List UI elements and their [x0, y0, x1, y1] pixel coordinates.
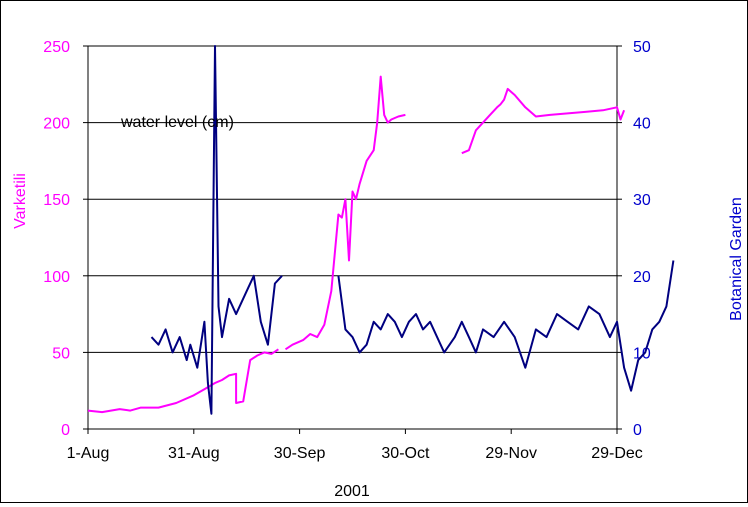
- chart-annotation: water level (cm): [120, 114, 234, 131]
- x-tick-label: 30-Oct: [381, 445, 430, 462]
- right-axis-label: Botanical Garden: [728, 197, 745, 321]
- right-tick-label: 50: [633, 39, 651, 56]
- series-varketili: [87, 75, 626, 414]
- left-tick-label: 250: [43, 39, 70, 56]
- left-axis-ticks: 0 50 100 150 200 250: [43, 39, 88, 439]
- right-tick-label: 30: [633, 192, 651, 209]
- x-tick-label: 29-Nov: [485, 445, 537, 462]
- left-tick-label: 100: [43, 269, 70, 286]
- left-axis-label: Varketili: [12, 173, 29, 229]
- x-tick-label: 31-Aug: [168, 445, 220, 462]
- left-tick-label: 150: [43, 192, 70, 209]
- x-tick-label: 30-Sep: [274, 445, 326, 462]
- right-tick-label: 40: [633, 116, 651, 133]
- right-tick-label: 0: [633, 422, 642, 439]
- left-tick-label: 0: [61, 422, 70, 439]
- left-tick-label: 200: [43, 116, 70, 133]
- right-tick-label: 20: [633, 269, 651, 286]
- series-layer: [87, 45, 675, 415]
- x-axis-ticks: 1-Aug 31-Aug 30-Sep 30-Oct 29-Nov 29-Dec: [67, 429, 643, 462]
- right-tick-label: 10: [633, 345, 651, 362]
- series-botanical-garden: [150, 45, 675, 415]
- left-tick-label: 50: [52, 345, 70, 362]
- gridlines: [87, 45, 618, 430]
- x-tick-label: 29-Dec: [591, 445, 643, 462]
- x-tick-label: 1-Aug: [67, 445, 110, 462]
- x-axis-label: 2001: [334, 483, 370, 500]
